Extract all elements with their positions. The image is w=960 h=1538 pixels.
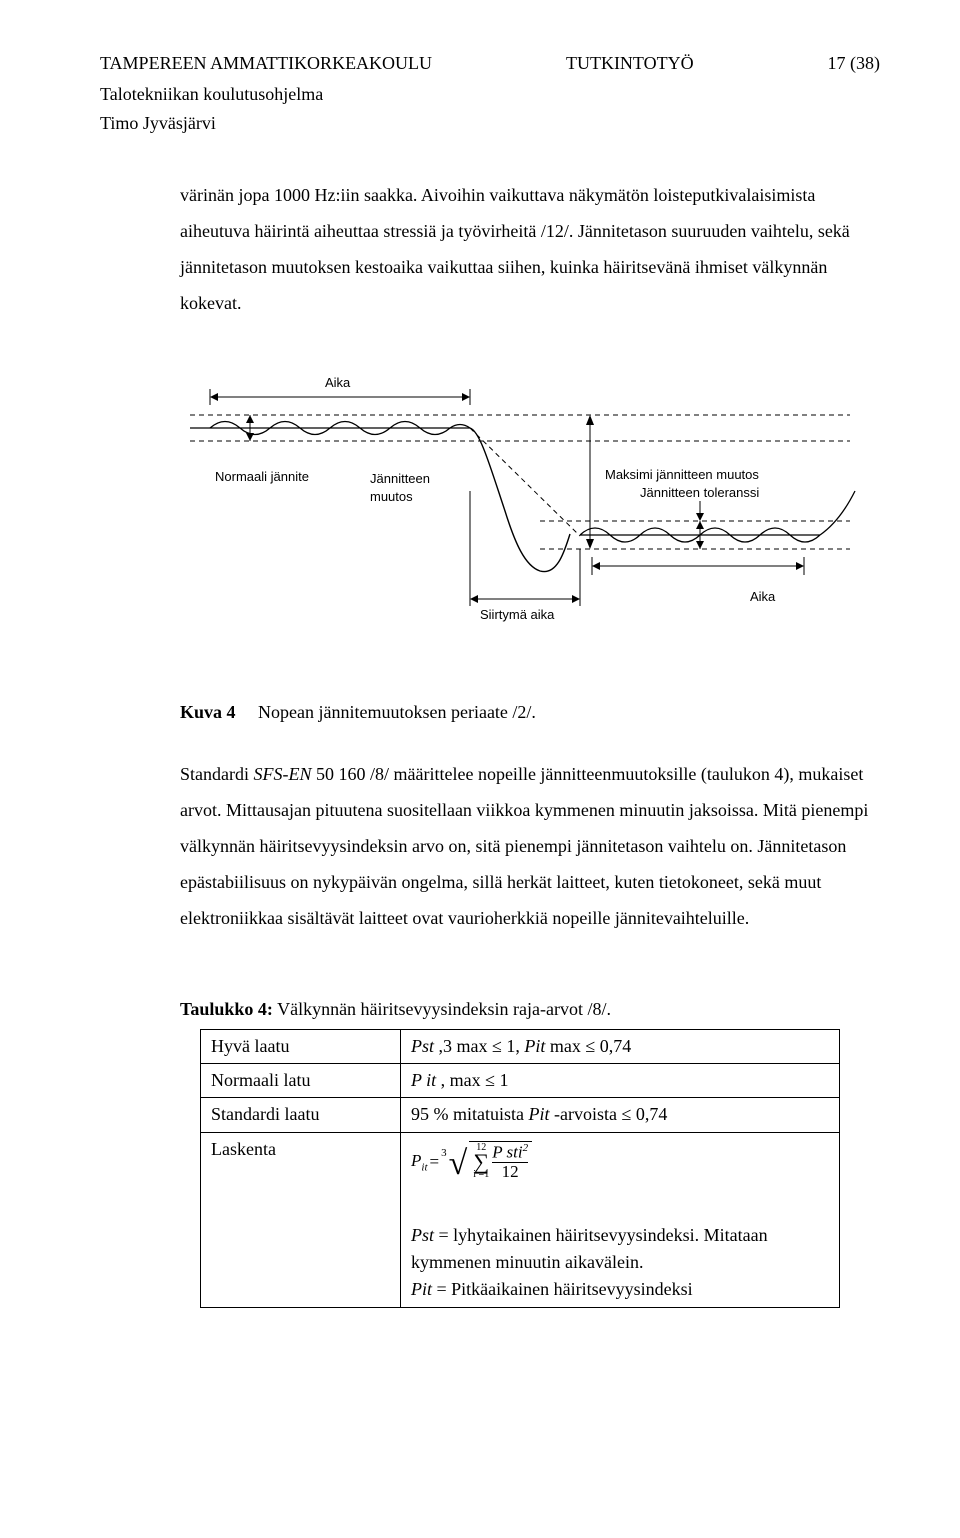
cell-quality: Laskenta [201, 1132, 401, 1188]
cell-quality: Normaali latu [201, 1064, 401, 1098]
svg-text:Jännitteen: Jännitteen [370, 471, 430, 486]
voltage-diagram: Aika [160, 371, 880, 659]
table-title: Taulukko 4: Välkynnän häiritsevyysindeks… [180, 996, 880, 1023]
figure-caption-prefix: Kuva 4 [180, 702, 236, 722]
table-title-prefix: Taulukko 4: [180, 999, 273, 1019]
cell-quality: Standardi laatu [201, 1098, 401, 1132]
cell-quality: Hyvä laatu [201, 1030, 401, 1064]
para2-c: 50 160 /8/ määrittelee nopeille jännitte… [180, 764, 868, 928]
table-row: Standardi laatu 95 % mitatuista Pit -arv… [201, 1098, 840, 1132]
header-author: Timo Jyväsjärvi [100, 110, 880, 137]
header-institution: TAMPEREEN AMMATTIKORKEAKOULU [100, 50, 432, 77]
para2-italic: SFS-EN [254, 764, 312, 784]
svg-text:Aika: Aika [325, 375, 351, 390]
cell-value: 95 % mitatuista Pit -arvoista ≤ 0,74 [401, 1098, 840, 1132]
svg-text:Jännitteen toleranssi: Jännitteen toleranssi [640, 485, 759, 500]
cell-value: P it , max ≤ 1 [401, 1064, 840, 1098]
header-doctype: TUTKINTOTYÖ [566, 50, 694, 77]
table-row: Pst = lyhytaikainen häiritsevyysindeksi.… [201, 1188, 840, 1308]
table-row: Normaali latu P it , max ≤ 1 [201, 1064, 840, 1098]
para2-a: Standardi [180, 764, 254, 784]
svg-text:Normaali jännite: Normaali jännite [215, 469, 309, 484]
svg-text:Siirtymä aika: Siirtymä aika [480, 607, 555, 622]
flicker-limits-table: Hyvä laatu Pst ,3 max ≤ 1, Pit max ≤ 0,7… [200, 1029, 840, 1308]
cell-value: Pst ,3 max ≤ 1, Pit max ≤ 0,74 [401, 1030, 840, 1064]
paragraph-1: värinän jopa 1000 Hz:iin saakka. Aivoihi… [180, 177, 870, 321]
table-row: Laskenta Pit = 3 √ 12 ∑ i =1 P sti2 12 [201, 1132, 840, 1188]
header-pagenum: 17 (38) [828, 50, 881, 77]
formula: Pit = 3 √ 12 ∑ i =1 P sti2 12 [411, 1141, 829, 1184]
table-row: Hyvä laatu Pst ,3 max ≤ 1, Pit max ≤ 0,7… [201, 1030, 840, 1064]
cell-empty [201, 1188, 401, 1308]
table-title-text: Välkynnän häiritsevyysindeksin raja-arvo… [273, 999, 611, 1019]
page-header: TAMPEREEN AMMATTIKORKEAKOULU TUTKINTOTYÖ… [100, 50, 880, 77]
svg-text:Maksimi jännitteen muutos: Maksimi jännitteen muutos [605, 467, 759, 482]
definitions: Pst = lyhytaikainen häiritsevyysindeksi.… [411, 1222, 829, 1303]
svg-text:Aika: Aika [750, 589, 776, 604]
cell-definitions: Pst = lyhytaikainen häiritsevyysindeksi.… [401, 1188, 840, 1308]
paragraph-2: Standardi SFS-EN 50 160 /8/ määrittelee … [180, 756, 870, 936]
figure-caption-text: Nopean jännitemuutoksen periaate /2/. [258, 702, 536, 722]
figure-caption: Kuva 4 Nopean jännitemuutoksen periaate … [180, 699, 880, 726]
cell-formula: Pit = 3 √ 12 ∑ i =1 P sti2 12 [401, 1132, 840, 1188]
header-program: Talotekniikan koulutusohjelma [100, 81, 880, 108]
svg-text:muutos: muutos [370, 489, 413, 504]
